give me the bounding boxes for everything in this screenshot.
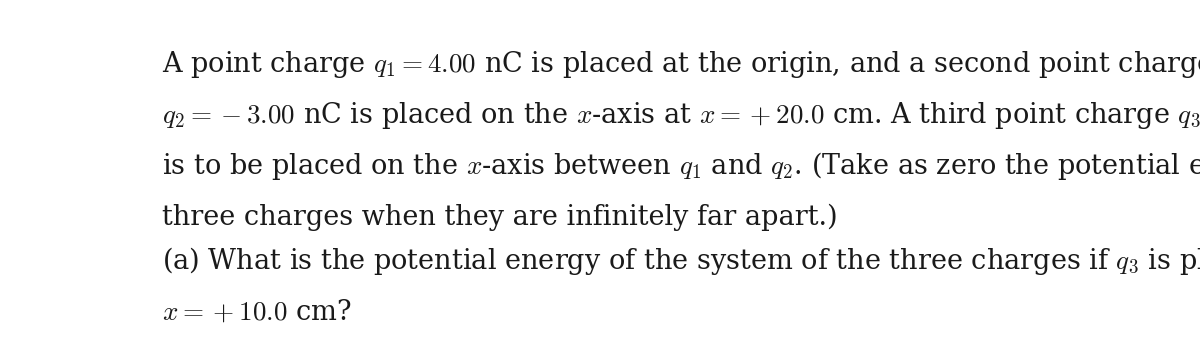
Text: A point charge $q_1 = 4.00$ nC is placed at the origin, and a second point charg: A point charge $q_1 = 4.00$ nC is placed… [162,49,1200,80]
Text: (b) Where should $q_3$ be placed to make the potential energy of the system equa: (b) Where should $q_3$ be placed to make… [162,339,1200,340]
Text: $q_2 = -3.00$ nC is placed on the $x$-axis at $x = +20.0$ cm. A third point char: $q_2 = -3.00$ nC is placed on the $x$-ax… [162,100,1200,131]
Text: (a) What is the potential energy of the system of the three charges if $q_3$ is : (a) What is the potential energy of the … [162,244,1200,276]
Text: is to be placed on the $x$-axis between $q_1$ and $q_2$. (Take as zero the poten: is to be placed on the $x$-axis between … [162,150,1200,182]
Text: three charges when they are infinitely far apart.): three charges when they are infinitely f… [162,204,838,231]
Text: $x = +10.0$ cm?: $x = +10.0$ cm? [162,299,352,326]
